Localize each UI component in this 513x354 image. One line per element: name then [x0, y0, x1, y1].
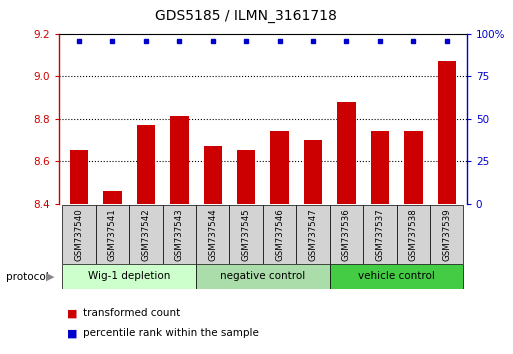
Text: GSM737537: GSM737537 [376, 208, 384, 261]
FancyBboxPatch shape [263, 205, 297, 264]
FancyBboxPatch shape [297, 205, 330, 264]
FancyBboxPatch shape [196, 264, 330, 289]
FancyBboxPatch shape [397, 205, 430, 264]
FancyBboxPatch shape [430, 205, 463, 264]
FancyBboxPatch shape [363, 205, 397, 264]
FancyBboxPatch shape [96, 205, 129, 264]
Bar [371, 131, 389, 204]
Text: ▶: ▶ [46, 272, 54, 282]
Text: negative control: negative control [220, 272, 306, 281]
FancyBboxPatch shape [330, 205, 363, 264]
Bar [170, 116, 189, 204]
Text: GSM737542: GSM737542 [142, 208, 150, 261]
Text: GSM737543: GSM737543 [175, 208, 184, 261]
Bar [337, 102, 356, 204]
Text: GSM737546: GSM737546 [275, 208, 284, 261]
Bar [237, 150, 255, 204]
Text: Wig-1 depletion: Wig-1 depletion [88, 272, 170, 281]
Text: GSM737547: GSM737547 [308, 208, 318, 261]
Text: GDS5185 / ILMN_3161718: GDS5185 / ILMN_3161718 [155, 9, 337, 23]
Text: GSM737536: GSM737536 [342, 208, 351, 261]
Bar [103, 191, 122, 204]
FancyBboxPatch shape [163, 205, 196, 264]
FancyBboxPatch shape [63, 264, 196, 289]
FancyBboxPatch shape [129, 205, 163, 264]
Text: vehicle control: vehicle control [358, 272, 435, 281]
Bar [438, 61, 456, 204]
FancyBboxPatch shape [196, 205, 229, 264]
Text: GSM737541: GSM737541 [108, 208, 117, 261]
Text: GSM737539: GSM737539 [442, 208, 451, 261]
Text: ■: ■ [67, 329, 77, 338]
Text: ■: ■ [67, 308, 77, 318]
Text: GSM737540: GSM737540 [74, 208, 84, 261]
Text: GSM737545: GSM737545 [242, 208, 251, 261]
FancyBboxPatch shape [63, 205, 96, 264]
Bar [304, 140, 322, 204]
Text: GSM737544: GSM737544 [208, 208, 218, 261]
FancyBboxPatch shape [330, 264, 463, 289]
Bar [270, 131, 289, 204]
Bar [70, 150, 88, 204]
Bar [404, 131, 423, 204]
Text: percentile rank within the sample: percentile rank within the sample [83, 329, 259, 338]
Text: transformed count: transformed count [83, 308, 181, 318]
Text: protocol: protocol [6, 272, 49, 282]
Text: GSM737538: GSM737538 [409, 208, 418, 261]
FancyBboxPatch shape [229, 205, 263, 264]
Bar [204, 146, 222, 204]
Bar [137, 125, 155, 204]
